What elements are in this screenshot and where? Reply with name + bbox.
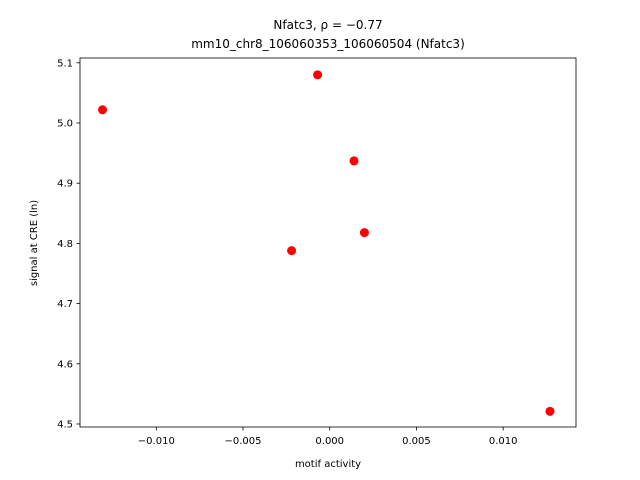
x-tick-label: 0.005 <box>402 436 431 447</box>
y-tick-label: 4.8 <box>57 239 73 250</box>
x-axis: −0.010 −0.005 0.000 0.005 0.010 <box>138 427 518 447</box>
y-tick-label: 4.9 <box>57 179 73 190</box>
data-points <box>98 70 555 416</box>
plot-area <box>79 57 577 428</box>
x-axis-label: motif activity <box>295 459 361 470</box>
chart-subtitle: mm10_chr8_106060353_106060504 (Nfatc3) <box>191 37 465 51</box>
y-tick-label: 4.5 <box>57 419 73 430</box>
y-tick-label: 4.7 <box>57 299 73 310</box>
data-point <box>545 406 555 416</box>
x-tick-label: −0.005 <box>225 436 262 447</box>
data-point <box>349 156 359 166</box>
y-tick-label: 5.1 <box>57 58 73 69</box>
y-tick-label: 4.6 <box>57 359 73 370</box>
data-point <box>313 70 323 80</box>
data-point <box>359 228 369 238</box>
y-axis: 4.5 4.6 4.7 4.8 4.9 5.0 5.1 <box>57 58 80 430</box>
y-axis-label: signal at CRE (ln) <box>29 200 40 286</box>
y-tick-label: 5.0 <box>57 119 73 130</box>
chart-title: Nfatc3, ρ = −0.77 <box>273 18 382 32</box>
x-tick-label: 0.000 <box>315 436 344 447</box>
x-tick-label: 0.010 <box>489 436 518 447</box>
data-point <box>98 105 108 115</box>
data-point <box>287 246 297 256</box>
axes-frame <box>79 57 577 428</box>
x-tick-label: −0.010 <box>138 436 175 447</box>
